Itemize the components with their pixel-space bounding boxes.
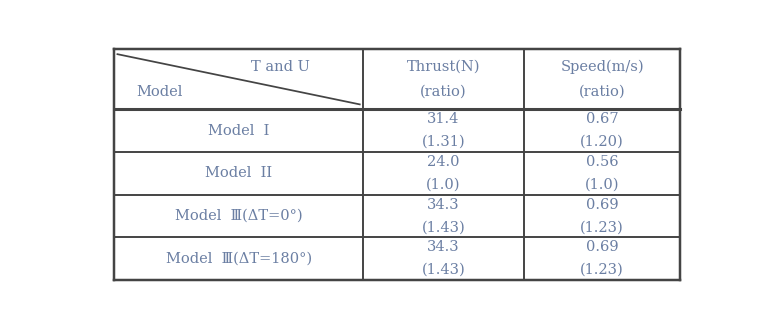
Text: Model  I: Model I bbox=[208, 124, 269, 138]
Text: 34.3: 34.3 bbox=[427, 198, 460, 212]
Text: Model  Ⅲ(ΔT=180°): Model Ⅲ(ΔT=180°) bbox=[165, 252, 312, 266]
Text: 24.0: 24.0 bbox=[427, 155, 460, 169]
Text: Model  II: Model II bbox=[205, 166, 273, 180]
Text: Model  Ⅲ(ΔT=0°): Model Ⅲ(ΔT=0°) bbox=[174, 209, 303, 223]
Text: (1.0): (1.0) bbox=[585, 178, 619, 192]
Text: Model: Model bbox=[136, 85, 182, 99]
Text: (1.23): (1.23) bbox=[581, 220, 624, 234]
Text: (1.23): (1.23) bbox=[581, 263, 624, 277]
Text: (1.0): (1.0) bbox=[426, 178, 461, 192]
Text: Speed(m/s): Speed(m/s) bbox=[560, 60, 644, 74]
Text: (ratio): (ratio) bbox=[579, 85, 625, 99]
Text: T and U: T and U bbox=[252, 60, 310, 74]
Text: (ratio): (ratio) bbox=[420, 85, 467, 99]
Text: 0.69: 0.69 bbox=[586, 241, 618, 255]
Text: 0.56: 0.56 bbox=[586, 155, 618, 169]
Text: 31.4: 31.4 bbox=[428, 112, 459, 126]
Text: (1.43): (1.43) bbox=[422, 263, 466, 277]
Text: (1.43): (1.43) bbox=[422, 220, 466, 234]
Text: (1.20): (1.20) bbox=[581, 135, 624, 149]
Text: Thrust(N): Thrust(N) bbox=[407, 60, 480, 74]
Text: 0.67: 0.67 bbox=[586, 112, 618, 126]
Text: (1.31): (1.31) bbox=[422, 135, 466, 149]
Text: 0.69: 0.69 bbox=[586, 198, 618, 212]
Text: 34.3: 34.3 bbox=[427, 241, 460, 255]
